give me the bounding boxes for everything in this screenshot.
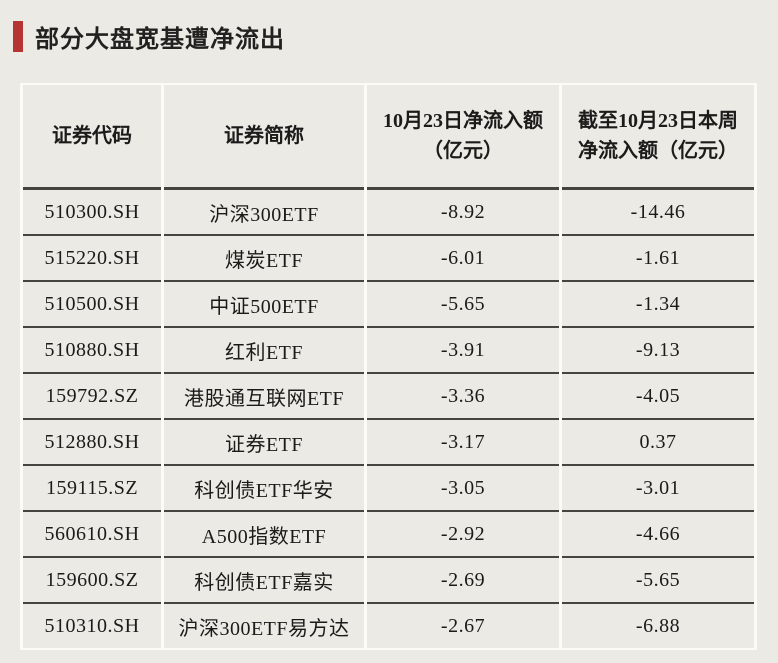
cell-code: 159600.SZ: [23, 558, 161, 604]
cell-week-netflow: -3.01: [562, 466, 754, 512]
cell-day-netflow: -3.91: [367, 328, 559, 374]
col-header-day-netflow: 10月23日净流入额 （亿元）: [367, 85, 559, 190]
cell-code: 510880.SH: [23, 328, 161, 374]
cell-name: 科创债ETF华安: [164, 466, 364, 512]
cell-week-netflow: -1.61: [562, 236, 754, 282]
cell-day-netflow: -5.65: [367, 282, 559, 328]
cell-week-netflow: -1.34: [562, 282, 754, 328]
cell-week-netflow: -4.66: [562, 512, 754, 558]
col-header-week-netflow: 截至10月23日本周 净流入额（亿元）: [562, 85, 754, 190]
cell-day-netflow: -2.69: [367, 558, 559, 604]
cell-name: A500指数ETF: [164, 512, 364, 558]
table-row: 510310.SH 沪深300ETF易方达 -2.67 -6.88: [23, 604, 754, 648]
cell-week-netflow: -4.05: [562, 374, 754, 420]
table-row: 512880.SH 证券ETF -3.17 0.37: [23, 420, 754, 466]
table-row: 159115.SZ 科创债ETF华安 -3.05 -3.01: [23, 466, 754, 512]
cell-day-netflow: -3.36: [367, 374, 559, 420]
table-row: 560610.SH A500指数ETF -2.92 -4.66: [23, 512, 754, 558]
cell-name: 科创债ETF嘉实: [164, 558, 364, 604]
title-accent-bar: [13, 21, 23, 52]
cell-week-netflow: -9.13: [562, 328, 754, 374]
cell-code: 510500.SH: [23, 282, 161, 328]
section-title: 部分大盘宽基遭净流出: [35, 27, 285, 53]
cell-name: 港股通互联网ETF: [164, 374, 364, 420]
cell-day-netflow: -2.92: [367, 512, 559, 558]
cell-week-netflow: -14.46: [562, 190, 754, 236]
cell-day-netflow: -2.67: [367, 604, 559, 648]
cell-name: 中证500ETF: [164, 282, 364, 328]
etf-flow-table-container: 证券代码 证券简称 10月23日净流入额 （亿元） 截至10月23日本周 净流入…: [20, 83, 757, 650]
etf-flow-table: 证券代码 证券简称 10月23日净流入额 （亿元） 截至10月23日本周 净流入…: [20, 85, 757, 648]
cell-day-netflow: -3.17: [367, 420, 559, 466]
cell-week-netflow: 0.37: [562, 420, 754, 466]
table-row: 510500.SH 中证500ETF -5.65 -1.34: [23, 282, 754, 328]
table-row: 159600.SZ 科创债ETF嘉实 -2.69 -5.65: [23, 558, 754, 604]
table-row: 510300.SH 沪深300ETF -8.92 -14.46: [23, 190, 754, 236]
col-header-name: 证券简称: [164, 85, 364, 190]
cell-week-netflow: -5.65: [562, 558, 754, 604]
cell-name: 沪深300ETF: [164, 190, 364, 236]
section-header: 部分大盘宽基遭净流出: [13, 21, 285, 53]
cell-name: 煤炭ETF: [164, 236, 364, 282]
cell-day-netflow: -3.05: [367, 466, 559, 512]
cell-day-netflow: -6.01: [367, 236, 559, 282]
cell-code: 159792.SZ: [23, 374, 161, 420]
cell-code: 515220.SH: [23, 236, 161, 282]
cell-week-netflow: -6.88: [562, 604, 754, 648]
header-row: 证券代码 证券简称 10月23日净流入额 （亿元） 截至10月23日本周 净流入…: [23, 85, 754, 190]
cell-name: 红利ETF: [164, 328, 364, 374]
table-row: 515220.SH 煤炭ETF -6.01 -1.61: [23, 236, 754, 282]
cell-code: 560610.SH: [23, 512, 161, 558]
col-header-code: 证券代码: [23, 85, 161, 190]
cell-code: 510310.SH: [23, 604, 161, 648]
cell-name: 证券ETF: [164, 420, 364, 466]
cell-name: 沪深300ETF易方达: [164, 604, 364, 648]
table-row: 159792.SZ 港股通互联网ETF -3.36 -4.05: [23, 374, 754, 420]
table-row: 510880.SH 红利ETF -3.91 -9.13: [23, 328, 754, 374]
cell-code: 510300.SH: [23, 190, 161, 236]
cell-code: 512880.SH: [23, 420, 161, 466]
cell-code: 159115.SZ: [23, 466, 161, 512]
cell-day-netflow: -8.92: [367, 190, 559, 236]
